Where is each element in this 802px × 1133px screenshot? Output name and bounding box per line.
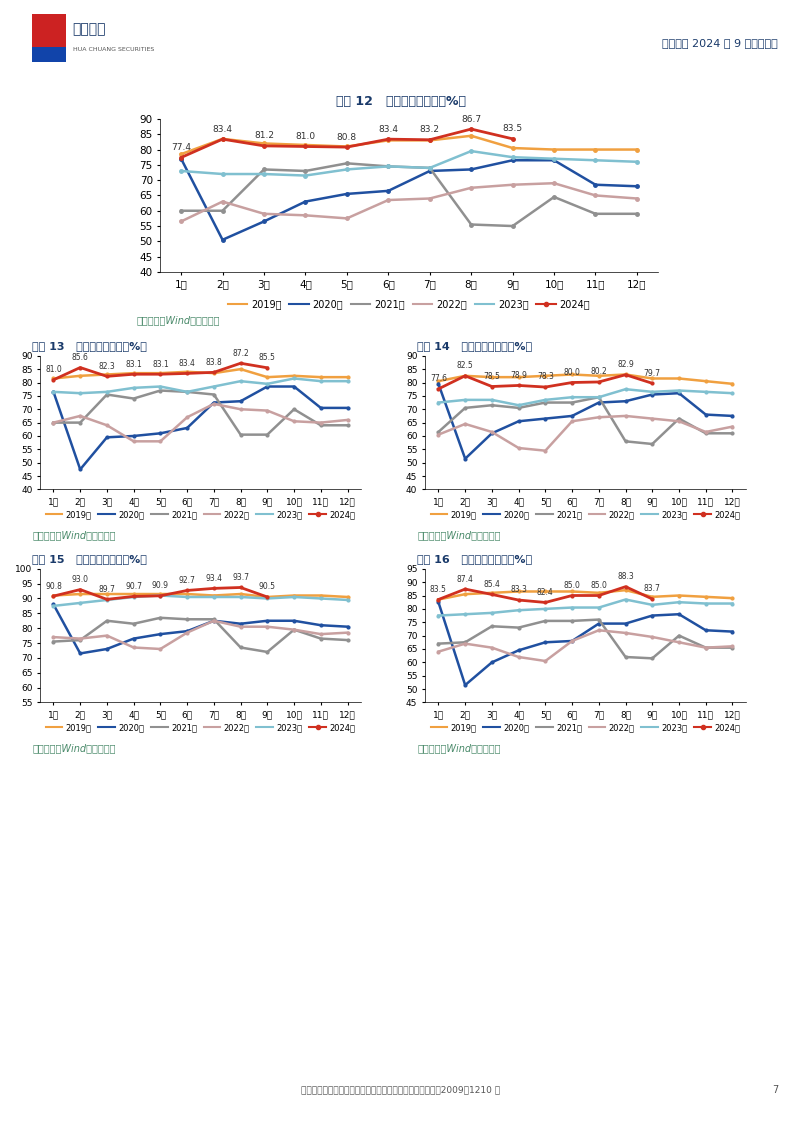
Text: 90.8: 90.8 xyxy=(45,581,62,590)
Text: 85.5: 85.5 xyxy=(259,353,276,363)
Legend: 2019年, 2020年, 2021年, 2022年, 2023年, 2024年: 2019年, 2020年, 2021年, 2022年, 2023年, 2024年 xyxy=(43,721,358,735)
Text: 80.8: 80.8 xyxy=(337,133,357,142)
Text: 80.0: 80.0 xyxy=(564,368,581,377)
Text: 81.0: 81.0 xyxy=(295,131,315,140)
Text: 83.4: 83.4 xyxy=(213,125,233,134)
Text: 83.5: 83.5 xyxy=(503,125,523,134)
Text: 航空行业 2024 年 9 月数据点评: 航空行业 2024 年 9 月数据点评 xyxy=(662,39,778,48)
Text: 93.7: 93.7 xyxy=(232,573,249,582)
Text: 85.0: 85.0 xyxy=(564,581,581,590)
Text: 87.4: 87.4 xyxy=(456,574,474,583)
Text: 90.5: 90.5 xyxy=(259,582,276,591)
Text: 83.4: 83.4 xyxy=(379,125,399,134)
Text: 83.2: 83.2 xyxy=(419,126,439,134)
Text: 79.7: 79.7 xyxy=(644,368,661,377)
Text: 图表 16   吉祥航空客座率（%）: 图表 16 吉祥航空客座率（%） xyxy=(417,554,533,563)
Text: 92.7: 92.7 xyxy=(179,576,196,585)
Text: 83.8: 83.8 xyxy=(205,358,222,367)
Text: 证监会审核华创证券投资咨询业务资格批文号：证监许可（2009）1210 号: 证监会审核华创证券投资咨询业务资格批文号：证监许可（2009）1210 号 xyxy=(302,1085,500,1094)
Text: 93.0: 93.0 xyxy=(71,576,89,583)
Text: 资料来源：Wind，华创证券: 资料来源：Wind，华创证券 xyxy=(32,743,115,752)
Text: 82.3: 82.3 xyxy=(99,361,115,370)
Text: 85.4: 85.4 xyxy=(484,580,500,589)
Text: 85.0: 85.0 xyxy=(590,581,607,590)
Text: 77.4: 77.4 xyxy=(171,143,191,152)
Text: 83.5: 83.5 xyxy=(430,585,447,594)
Text: 90.9: 90.9 xyxy=(152,581,169,590)
Text: 图表 12   东方航空客座率（%）: 图表 12 东方航空客座率（%） xyxy=(336,95,466,109)
Text: 85.6: 85.6 xyxy=(71,353,89,361)
Text: 89.7: 89.7 xyxy=(99,585,115,594)
Text: 80.2: 80.2 xyxy=(590,367,607,376)
Text: 78.5: 78.5 xyxy=(484,372,500,381)
Text: 78.3: 78.3 xyxy=(537,373,554,382)
Text: 82.4: 82.4 xyxy=(537,588,553,597)
Text: 86.7: 86.7 xyxy=(461,114,481,123)
Text: 77.6: 77.6 xyxy=(430,374,447,383)
Text: 图表 13   南方航空客座率（%）: 图表 13 南方航空客座率（%） xyxy=(32,341,147,350)
Text: 82.9: 82.9 xyxy=(618,360,634,369)
Text: 83.7: 83.7 xyxy=(644,585,661,594)
Text: 82.5: 82.5 xyxy=(457,361,473,370)
Legend: 2019年, 2020年, 2021年, 2022年, 2023年, 2024年: 2019年, 2020年, 2021年, 2022年, 2023年, 2024年 xyxy=(43,508,358,522)
Text: 资料来源：Wind，华创证券: 资料来源：Wind，华创证券 xyxy=(32,530,115,539)
Text: 83.3: 83.3 xyxy=(510,586,527,595)
FancyBboxPatch shape xyxy=(32,48,66,62)
Text: HUA CHUANG SECURITIES: HUA CHUANG SECURITIES xyxy=(72,48,154,52)
Text: 7: 7 xyxy=(772,1085,778,1094)
Text: 图表 14   中国国航客座率（%）: 图表 14 中国国航客座率（%） xyxy=(417,341,533,350)
Text: 图表 15   春秋航空客座率（%）: 图表 15 春秋航空客座率（%） xyxy=(32,554,147,563)
Legend: 2019年, 2020年, 2021年, 2022年, 2023年, 2024年: 2019年, 2020年, 2021年, 2022年, 2023年, 2024年 xyxy=(427,508,743,522)
Text: 81.2: 81.2 xyxy=(254,131,274,140)
Text: 93.4: 93.4 xyxy=(205,573,222,582)
Text: 88.3: 88.3 xyxy=(618,572,634,581)
Text: 资料来源：Wind，华创证券: 资料来源：Wind，华创证券 xyxy=(136,316,220,325)
Legend: 2019年, 2020年, 2021年, 2022年, 2023年, 2024年: 2019年, 2020年, 2021年, 2022年, 2023年, 2024年 xyxy=(224,296,594,313)
Text: 81.0: 81.0 xyxy=(45,365,62,374)
Text: 78.9: 78.9 xyxy=(510,370,527,380)
Text: 83.1: 83.1 xyxy=(152,359,168,368)
Text: 华创证券: 华创证券 xyxy=(72,23,106,36)
Text: 资料来源：Wind，华创证券: 资料来源：Wind，华创证券 xyxy=(417,743,500,752)
Text: 资料来源：Wind，华创证券: 资料来源：Wind，华创证券 xyxy=(417,530,500,539)
Legend: 2019年, 2020年, 2021年, 2022年, 2023年, 2024年: 2019年, 2020年, 2021年, 2022年, 2023年, 2024年 xyxy=(427,721,743,735)
FancyBboxPatch shape xyxy=(32,14,66,48)
Text: 90.7: 90.7 xyxy=(125,582,142,590)
Text: 83.1: 83.1 xyxy=(125,359,142,368)
Text: 83.4: 83.4 xyxy=(179,359,196,368)
Text: 87.2: 87.2 xyxy=(233,349,249,358)
